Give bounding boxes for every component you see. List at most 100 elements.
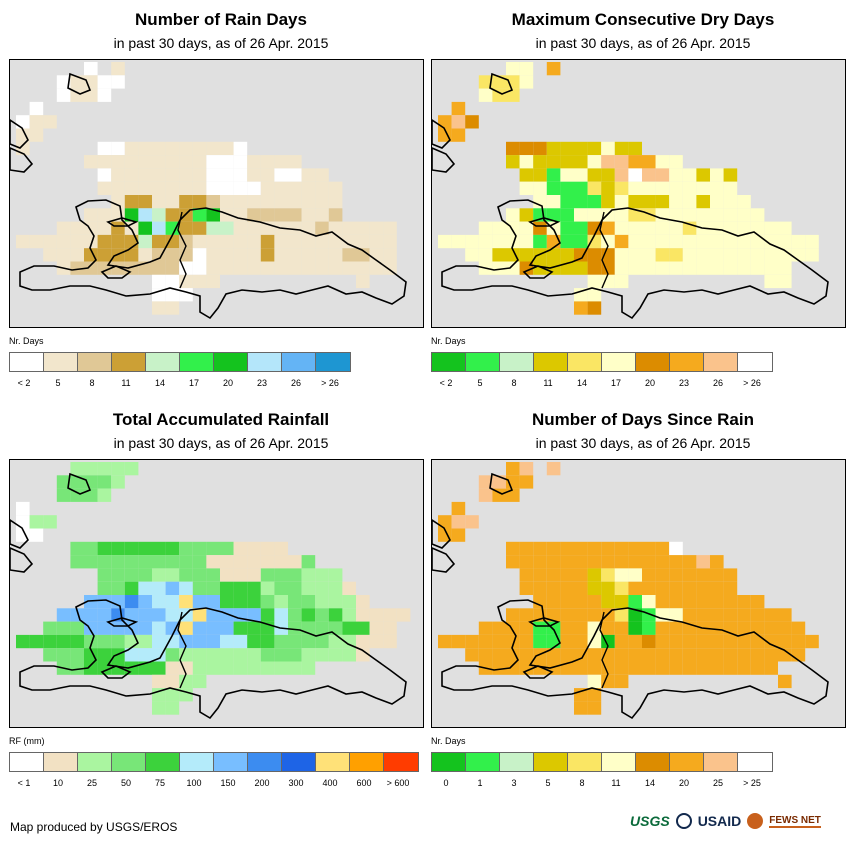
data-cell [519,541,534,556]
data-cell [342,608,356,622]
legend-swatch [44,753,78,771]
data-cell [519,62,534,76]
data-cell [546,595,561,609]
data-cell [206,248,220,262]
data-cell [192,608,207,622]
data-cell [655,181,670,195]
coastline-island [432,147,456,173]
data-cell [737,621,751,635]
data-cell [614,541,629,556]
data-cell [546,248,561,262]
data-cell [220,608,234,622]
data-cell [152,568,166,582]
data-cell [546,141,561,156]
data-cell [723,168,738,182]
legend-label: 400 [322,778,338,788]
legend-label: 26 [290,378,302,388]
data-cell [84,155,98,169]
data-cell [546,608,561,622]
data-cell [587,661,602,675]
data-cell [274,181,288,195]
data-cell [220,555,234,569]
data-cell [614,595,629,609]
data-cell [696,248,710,262]
legend-swatch [248,353,282,371]
data-cell [260,181,275,195]
data-cell [560,648,574,662]
data-cell [342,261,356,275]
data-cell [737,234,751,249]
data-cell [56,634,71,649]
data-cell [669,195,683,209]
data-cell [669,661,683,675]
data-cell [533,261,547,275]
data-cell [519,75,534,89]
data-cell [274,168,288,182]
data-cell [301,208,316,222]
data-cell [124,462,139,476]
data-cell [16,528,30,542]
data-cell [533,621,547,635]
data-cell [546,62,561,76]
data-cell [301,181,316,195]
legend-label: 8 [579,778,585,788]
data-cell [587,568,602,582]
data-cell [778,234,792,249]
data-cell [220,595,234,609]
data-cell [614,261,629,275]
data-cell [111,462,125,476]
data-cell [574,688,588,702]
data-cell [478,234,493,249]
data-cell [124,234,139,249]
data-cell [165,674,180,689]
data-cell [29,128,44,142]
data-cell [288,221,302,235]
coastline-island [67,472,92,495]
data-cell [70,634,84,649]
data-cell [288,595,302,609]
data-cell [233,261,248,275]
data-cell [315,595,329,609]
data-cell [682,208,697,222]
data-cell [179,155,193,169]
data-cell [124,248,139,262]
data-cell [574,301,588,315]
data-cell [478,621,493,635]
data-cell [546,221,561,235]
data-cell [438,528,452,542]
data-cell [16,501,30,516]
data-cell [192,221,207,235]
data-cell [614,195,629,209]
data-cell [655,661,670,675]
data-cell [233,661,248,675]
data-cell [56,621,71,635]
data-cell [97,208,112,222]
data-cell [614,581,629,595]
data-cell [315,261,329,275]
coastline-island [522,265,554,279]
data-cell [179,674,193,689]
data-cell [165,661,180,675]
data-cell [233,248,248,262]
data-cell [288,195,302,209]
data-cell [628,168,642,182]
data-cell [220,541,234,556]
data-cell [778,634,792,649]
data-cell [206,621,220,635]
data-cell [465,115,479,129]
data-cell [206,155,220,169]
legend-label: 3 [511,778,517,788]
data-cell [764,274,778,289]
data-cell [614,181,629,195]
data-cell [165,555,180,569]
data-cell [614,168,629,182]
data-cell [614,608,629,622]
data-cell [574,208,588,222]
legend-label: < 2 [439,378,453,388]
data-cell [506,634,520,649]
data-cell [546,581,561,595]
data-cell [342,621,356,635]
data-cell [506,555,520,569]
data-cell [342,248,356,262]
usaid-seal-icon [675,813,692,829]
